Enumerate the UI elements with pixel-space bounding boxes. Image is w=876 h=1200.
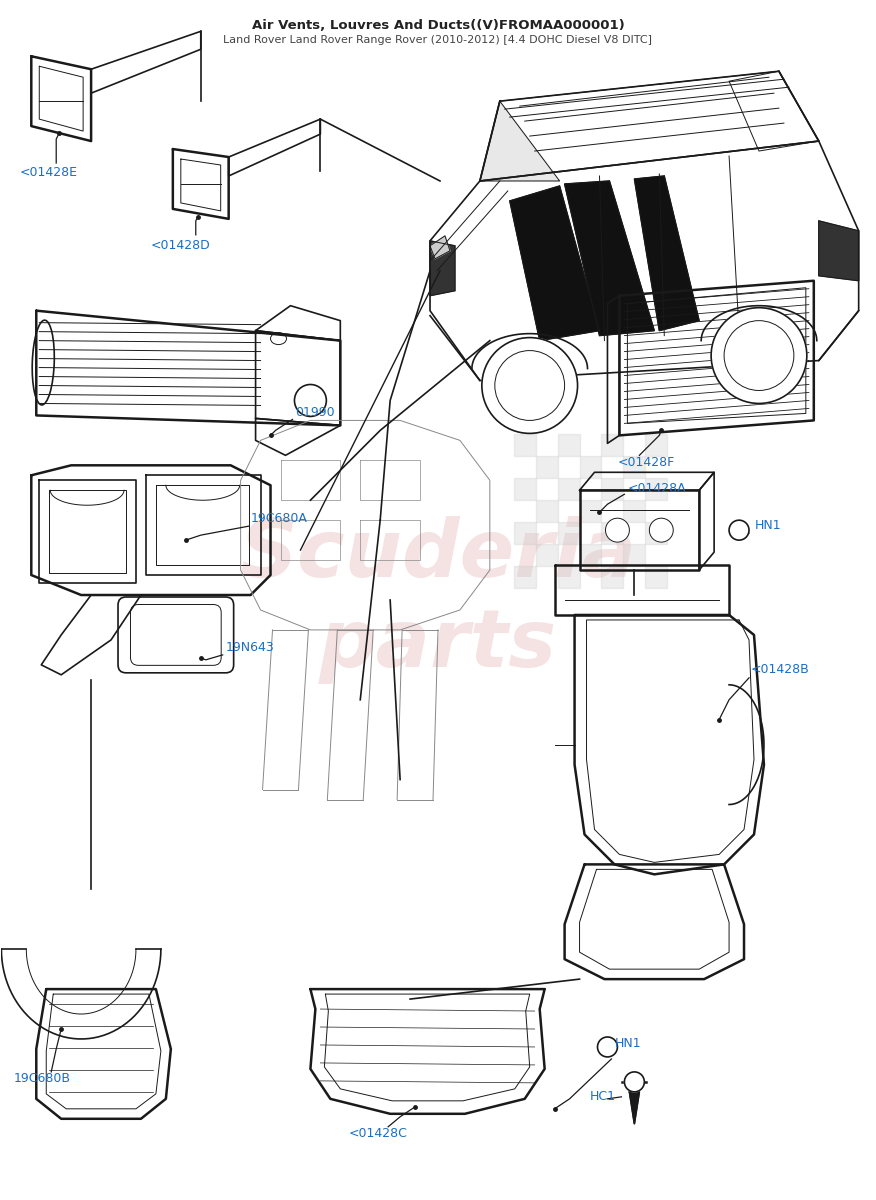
Bar <box>602 434 624 456</box>
Circle shape <box>294 384 327 416</box>
Text: <01428E: <01428E <box>19 167 77 180</box>
Text: HN1: HN1 <box>755 518 781 532</box>
Text: 19N643: 19N643 <box>226 641 274 654</box>
Text: 19C680B: 19C680B <box>13 1073 70 1085</box>
Polygon shape <box>819 221 858 281</box>
Bar <box>513 566 536 588</box>
Circle shape <box>597 1037 618 1057</box>
Bar <box>624 500 646 522</box>
Bar <box>646 566 668 588</box>
Text: <01428C: <01428C <box>349 1127 407 1140</box>
Bar <box>602 566 624 588</box>
Polygon shape <box>565 181 654 336</box>
Bar <box>558 522 580 544</box>
Polygon shape <box>430 236 450 259</box>
Circle shape <box>724 320 794 390</box>
Circle shape <box>495 350 565 420</box>
Polygon shape <box>480 101 560 181</box>
Circle shape <box>605 518 629 542</box>
Bar <box>580 500 602 522</box>
Text: Scuderia
parts: Scuderia parts <box>239 516 637 684</box>
Bar <box>580 456 602 479</box>
Text: 01990: 01990 <box>295 406 336 419</box>
Bar <box>646 479 668 500</box>
Circle shape <box>625 1072 645 1092</box>
Bar <box>602 479 624 500</box>
Bar <box>536 544 558 566</box>
Bar <box>513 522 536 544</box>
Circle shape <box>711 307 807 403</box>
Circle shape <box>482 337 577 433</box>
Bar <box>536 456 558 479</box>
Bar <box>646 434 668 456</box>
Polygon shape <box>634 176 699 331</box>
Polygon shape <box>510 186 599 341</box>
Bar <box>536 500 558 522</box>
Text: <01428F: <01428F <box>618 456 675 469</box>
Bar <box>513 479 536 500</box>
Bar <box>624 456 646 479</box>
Bar <box>558 434 580 456</box>
Bar <box>624 544 646 566</box>
Text: Land Rover Land Rover Range Rover (2010-2012) [4.4 DOHC Diesel V8 DITC]: Land Rover Land Rover Range Rover (2010-… <box>223 35 653 46</box>
Bar <box>558 566 580 588</box>
Text: <01428D: <01428D <box>151 239 210 252</box>
Text: Air Vents, Louvres And Ducts((V)FROMAA000001): Air Vents, Louvres And Ducts((V)FROMAA00… <box>251 19 625 32</box>
Bar <box>580 544 602 566</box>
Text: <01428A: <01428A <box>627 481 686 494</box>
Bar <box>646 522 668 544</box>
Text: 19C680A: 19C680A <box>251 511 307 524</box>
Text: <01428B: <01428B <box>751 664 809 677</box>
Text: HN1: HN1 <box>614 1038 641 1050</box>
Circle shape <box>729 520 749 540</box>
Bar <box>558 479 580 500</box>
Polygon shape <box>430 241 455 295</box>
Circle shape <box>649 518 674 542</box>
Bar <box>602 522 624 544</box>
Text: HC1: HC1 <box>590 1091 616 1103</box>
Bar <box>513 434 536 456</box>
Polygon shape <box>629 1092 639 1123</box>
